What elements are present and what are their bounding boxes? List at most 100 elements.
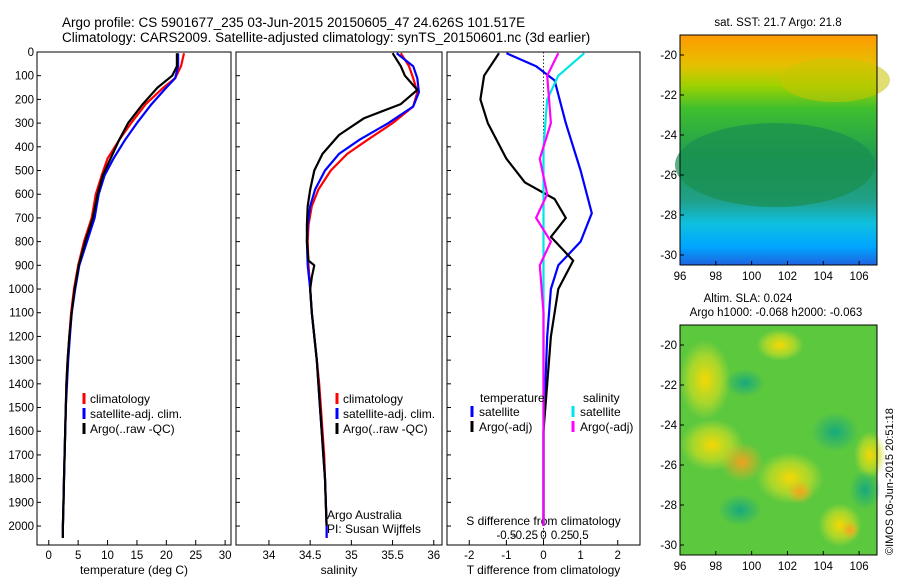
legend-label: satellite-adj. clim. bbox=[343, 407, 435, 421]
series-line bbox=[61, 52, 186, 538]
salinity-panel: 34 34.5 35 35.5 36 salinity climatologysatelli… bbox=[235, 51, 443, 577]
y-tick-label: 800 bbox=[15, 237, 34, 249]
sla-map-title-line1: Altim. SLA: 0.024 bbox=[704, 293, 793, 305]
x-axis-label: temperature (deg C) bbox=[80, 563, 188, 577]
x-tick-label: -2 bbox=[464, 550, 474, 562]
annotation-text: Argo Australia bbox=[327, 508, 402, 522]
legend-label: Argo(-adj) bbox=[479, 420, 532, 434]
map-y-tick-label: -22 bbox=[660, 90, 677, 102]
x-tick-label: 30 bbox=[219, 550, 232, 562]
sst-map-light-region bbox=[780, 58, 890, 102]
y-tick-label: 900 bbox=[15, 260, 34, 272]
map-y-tick-label: -28 bbox=[660, 210, 677, 222]
y-tick-label: 700 bbox=[15, 213, 34, 225]
series-line bbox=[534, 52, 560, 526]
map-x-tick-label: 100 bbox=[742, 271, 761, 283]
sla-blob bbox=[720, 442, 764, 482]
plot-frame bbox=[36, 51, 232, 546]
sla-blob bbox=[811, 412, 859, 452]
map-y-tick-label: -24 bbox=[660, 420, 677, 432]
timestamp: ©IMOS 06-Jun-2015 20:51:18 bbox=[884, 408, 896, 555]
y-tick-label: 400 bbox=[15, 142, 34, 154]
y-tick-label: 300 bbox=[15, 118, 34, 130]
legend-label: climatology bbox=[90, 392, 150, 406]
sla-blob bbox=[756, 329, 804, 361]
sla-map-frame bbox=[679, 324, 878, 556]
y-tick-label: 1700 bbox=[8, 450, 34, 462]
x-tick-label: 2 bbox=[615, 550, 621, 562]
series-line bbox=[505, 52, 593, 526]
y-tick-label: 200 bbox=[15, 94, 34, 106]
x-tick-label: 35 bbox=[345, 550, 358, 562]
map-y-tick-label: -24 bbox=[660, 130, 677, 142]
legend-label: climatology bbox=[343, 392, 403, 406]
plot-frame bbox=[235, 51, 443, 546]
x-tick-label: 5 bbox=[75, 550, 81, 562]
map-x-tick-label: 106 bbox=[849, 561, 868, 573]
map-x-tick-label: 102 bbox=[778, 271, 797, 283]
x-tick-label: 20 bbox=[160, 550, 173, 562]
secondary-tick-label: 0.25 bbox=[551, 530, 573, 542]
map-x-tick-label: 104 bbox=[814, 271, 834, 283]
legend-label: Argo(-adj) bbox=[580, 420, 633, 434]
secondary-tick-label: -0.25 bbox=[512, 530, 538, 542]
sla-blob bbox=[725, 369, 765, 397]
x-tick-label: 34.5 bbox=[299, 550, 321, 562]
legend-group-title: salinity bbox=[583, 391, 620, 405]
sst-map-title: sat. SST: 21.7 Argo: 21.8 bbox=[714, 17, 841, 29]
y-tick-label: 600 bbox=[15, 189, 34, 201]
map-y-tick-label: -30 bbox=[660, 540, 677, 552]
y-tick-label: 100 bbox=[15, 71, 34, 83]
map-x-tick-label: 102 bbox=[778, 561, 797, 573]
x-tick-label: 15 bbox=[131, 550, 144, 562]
series-line bbox=[61, 53, 178, 538]
map-x-tick-label: 96 bbox=[674, 561, 687, 573]
map-y-tick-label: -30 bbox=[660, 250, 677, 262]
sla-blob bbox=[718, 494, 762, 526]
y-tick-label: 1000 bbox=[8, 284, 34, 296]
series-line bbox=[61, 53, 180, 538]
map-x-tick-label: 104 bbox=[814, 561, 834, 573]
sst-map-panel: sat. SST: 21.7 Argo: 21.8 96 98 100 102 104 1… bbox=[660, 17, 890, 283]
x-tick-label: 34 bbox=[263, 550, 276, 562]
secondary-tick-label: -0.5 bbox=[496, 530, 516, 542]
temperature-panel: 0 5 10 15 20 25 300100200300400500600700800900… bbox=[8, 47, 231, 577]
x-axis-label: T difference from climatology bbox=[467, 563, 621, 577]
x-tick-label: 25 bbox=[189, 550, 202, 562]
y-tick-label: 500 bbox=[15, 166, 34, 178]
legend-label: Argo(..raw -QC) bbox=[343, 422, 428, 436]
sst-map-dark-region bbox=[675, 123, 875, 207]
y-tick-label: 0 bbox=[28, 47, 34, 59]
y-tick-label: 1100 bbox=[9, 308, 34, 320]
y-tick-label: 1300 bbox=[8, 355, 34, 367]
x-tick-label: -1 bbox=[501, 550, 511, 562]
sla-blob bbox=[854, 431, 886, 479]
secondary-tick-label: 0 bbox=[540, 530, 546, 542]
series-line bbox=[479, 52, 575, 526]
legend-group-title: temperature bbox=[480, 391, 545, 405]
map-x-tick-label: 96 bbox=[674, 271, 687, 283]
y-tick-label: 1800 bbox=[8, 474, 34, 486]
legend-label: satellite bbox=[479, 405, 520, 419]
sla-map-panel: Altim. SLA: 0.024 Argo h1000: -0.068 h20… bbox=[660, 293, 886, 573]
series-line bbox=[305, 52, 419, 527]
x-tick-label: 36 bbox=[427, 550, 440, 562]
map-x-tick-label: 98 bbox=[709, 561, 722, 573]
annotation-text: PI: Susan Wijffels bbox=[327, 522, 421, 536]
map-y-tick-label: -28 bbox=[660, 500, 677, 512]
x-tick-label: 35.5 bbox=[381, 550, 403, 562]
y-tick-label: 1400 bbox=[8, 379, 34, 391]
map-x-tick-label: 106 bbox=[849, 271, 868, 283]
map-y-tick-label: -20 bbox=[660, 50, 677, 62]
sst-map-axes: 96 98 100 102 104 106 -20 -22 -24 -26 -28 -30 bbox=[660, 50, 868, 283]
sla-map-axes: 96 98 100 102 104 106 -20 -22 -24 -26 -28 -30 bbox=[660, 340, 868, 573]
map-y-tick-label: -26 bbox=[660, 170, 677, 182]
y-tick-label: 1200 bbox=[8, 331, 34, 343]
y-tick-label: 1600 bbox=[8, 426, 34, 438]
x-tick-label: 10 bbox=[101, 550, 114, 562]
map-y-tick-label: -22 bbox=[660, 380, 677, 392]
map-y-tick-label: -20 bbox=[660, 340, 677, 352]
figure-title-line2: Climatology: CARS2009. Satellite-adjuste… bbox=[62, 30, 590, 45]
y-tick-label: 1500 bbox=[8, 403, 34, 415]
